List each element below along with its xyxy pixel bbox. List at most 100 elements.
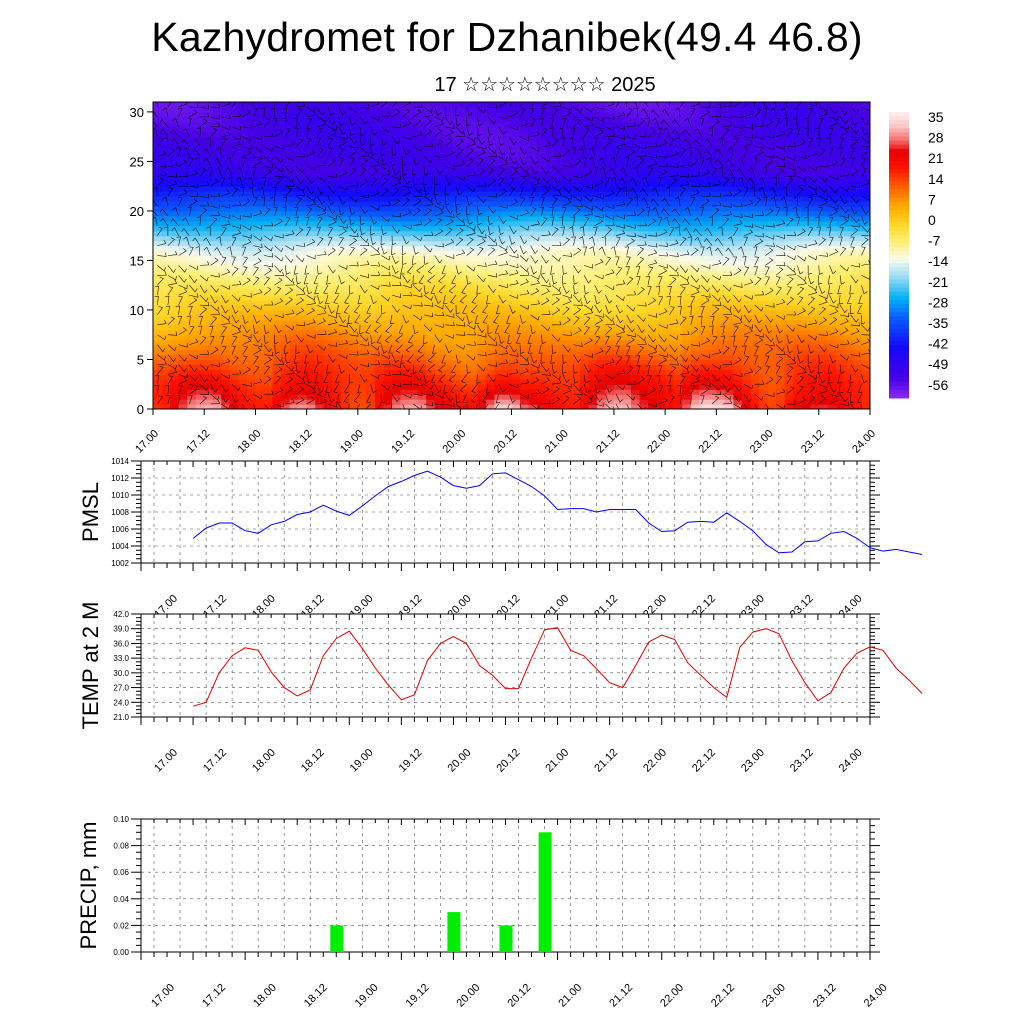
colorbar-band bbox=[889, 226, 909, 231]
colorbar-band bbox=[889, 312, 909, 317]
y-tick-label: 1014 bbox=[111, 457, 129, 466]
x-tick-label: 24.00 bbox=[837, 747, 865, 775]
colorbar-band bbox=[889, 393, 909, 399]
colorbar-band bbox=[889, 205, 909, 211]
colorbar-band bbox=[889, 332, 909, 338]
colorbar-band bbox=[889, 124, 909, 129]
colorbar-band bbox=[889, 336, 909, 342]
colorbar-band bbox=[889, 148, 909, 154]
colorbar-label: 7 bbox=[928, 191, 936, 207]
precip-bar bbox=[330, 925, 344, 952]
temperature-cross-section: 0 5 10 15 20 25 30 17.00 17.12 18.00 18.12 19.00 19.… bbox=[130, 101, 878, 456]
x-tick-label: 23.12 bbox=[799, 428, 827, 456]
precip-bar bbox=[538, 832, 552, 952]
x-tick-label: 19.12 bbox=[389, 428, 417, 456]
colorbar-band bbox=[889, 165, 909, 170]
colorbar-band bbox=[889, 140, 909, 146]
x-tick-label: 18.00 bbox=[250, 747, 278, 775]
y-tick-label: 24.0 bbox=[113, 698, 129, 707]
colorbar-band bbox=[889, 173, 909, 178]
colorbar-label: -49 bbox=[928, 356, 948, 372]
y-tick-label: 0.10 bbox=[113, 815, 129, 824]
x-tick-label: 23.00 bbox=[748, 428, 776, 456]
colorbar-band bbox=[889, 291, 909, 297]
y-tick-label: 27.0 bbox=[113, 684, 129, 693]
colorbar-band bbox=[889, 316, 909, 321]
chart-subtitle: 17 ☆☆☆☆☆☆☆☆ 2025 bbox=[434, 74, 656, 96]
colorbar-band bbox=[889, 197, 909, 203]
colorbar-band bbox=[889, 201, 909, 207]
y-tick-label: 5 bbox=[137, 352, 144, 367]
colorbar-band bbox=[889, 144, 909, 150]
colorbar-label: -35 bbox=[928, 315, 948, 331]
colorbar-band bbox=[889, 377, 909, 383]
x-tick-label: 18.12 bbox=[302, 982, 330, 1010]
y-tick-label: 0.00 bbox=[113, 948, 129, 957]
colorbar-label: 21 bbox=[928, 150, 944, 166]
y-tick-label: 1008 bbox=[111, 508, 129, 517]
colorbar-band bbox=[889, 304, 909, 309]
colorbar-band bbox=[889, 242, 909, 248]
heatmap-cells bbox=[153, 102, 870, 409]
x-tick-label: 22.00 bbox=[658, 982, 686, 1010]
x-tick-label: 23.00 bbox=[739, 747, 767, 775]
gridlines bbox=[141, 461, 870, 563]
x-tick-label: 18.12 bbox=[287, 428, 315, 456]
colorbar-band bbox=[889, 120, 909, 125]
x-tick-label: 19.12 bbox=[404, 982, 432, 1010]
colorbar-band bbox=[889, 295, 909, 301]
x-tick-label: 22.00 bbox=[641, 747, 669, 775]
x-tick-label: 23.12 bbox=[788, 747, 816, 775]
y-tick-label: 1010 bbox=[111, 491, 129, 500]
colorbar-band bbox=[889, 361, 909, 366]
x-tick-label: 20.12 bbox=[494, 747, 522, 775]
colorbar-band bbox=[889, 389, 909, 395]
x-tick-label: 20.00 bbox=[446, 747, 474, 775]
x-tick-label: 23.12 bbox=[811, 982, 839, 1010]
y-tick-label: 10 bbox=[130, 303, 144, 318]
x-tick-label: 17.00 bbox=[149, 982, 177, 1010]
x-tick-label: 22.00 bbox=[645, 428, 673, 456]
colorbar-label: -42 bbox=[928, 336, 948, 352]
x-tick-label: 23.00 bbox=[760, 982, 788, 1010]
plot-area bbox=[141, 614, 870, 717]
y-tick-label: 1012 bbox=[111, 474, 129, 483]
y-tick-label: 1004 bbox=[111, 542, 129, 551]
y-tick-label: 0.02 bbox=[113, 921, 129, 930]
colorbar-band bbox=[889, 320, 909, 325]
precip-bar bbox=[499, 925, 513, 952]
colorbar-band bbox=[889, 385, 909, 391]
colorbar-band bbox=[889, 365, 909, 370]
x-tick-label: 22.12 bbox=[709, 982, 737, 1010]
chart-title: Kazhydromet for Dzhanibek(49.4 46.8) bbox=[151, 14, 863, 60]
colorbar: 35 28 21 14 7 0 -7 -14 -21 -28 -35 -42 -49 -56 bbox=[889, 109, 948, 399]
colorbar-band bbox=[889, 381, 909, 387]
x-tick-label: 17.12 bbox=[201, 747, 229, 775]
x-tick-label: 24.00 bbox=[862, 982, 890, 1010]
y-tick-label: 21.0 bbox=[113, 713, 129, 722]
colorbar-label: -21 bbox=[928, 274, 948, 290]
colorbar-band bbox=[889, 344, 909, 350]
y-tick-label: 25 bbox=[130, 154, 144, 169]
x-tick-label: 21.00 bbox=[556, 982, 584, 1010]
colorbar-label: 14 bbox=[928, 171, 944, 187]
x-tick-label: 19.00 bbox=[353, 982, 381, 1010]
colorbar-label: 28 bbox=[928, 130, 944, 146]
y-tick-label: 0.04 bbox=[113, 895, 129, 904]
colorbar-label: 0 bbox=[928, 212, 936, 228]
colorbar-band bbox=[889, 328, 909, 334]
x-tick-label: 19.00 bbox=[348, 747, 376, 775]
colorbar-band bbox=[889, 287, 909, 293]
colorbar-band bbox=[889, 132, 909, 138]
x-tick-label: 19.00 bbox=[338, 428, 366, 456]
colorbar-band bbox=[889, 181, 909, 187]
x-tick-label: 17.12 bbox=[200, 982, 228, 1010]
colorbar-band bbox=[889, 234, 909, 240]
y-tick-label: 15 bbox=[130, 253, 144, 268]
colorbar-band bbox=[889, 250, 909, 256]
x-tick-label: 22.12 bbox=[697, 428, 725, 456]
y-tick-label: 0 bbox=[137, 402, 144, 417]
y-tick-label: 0.08 bbox=[113, 842, 129, 851]
colorbar-band bbox=[889, 177, 909, 182]
